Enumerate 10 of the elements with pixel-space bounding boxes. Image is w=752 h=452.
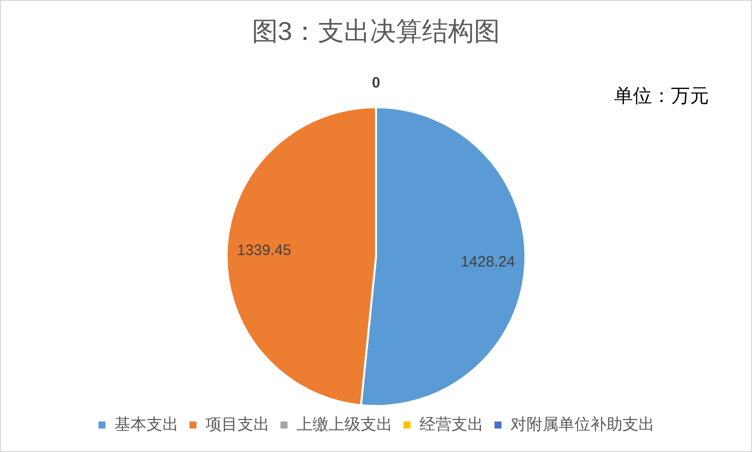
legend-label: 项目支出: [206, 415, 270, 434]
text: 单位：万元: [614, 86, 709, 108]
legend-label: 经营支出: [420, 415, 484, 434]
chart-title: 图3：支出决算结构图: [252, 16, 500, 46]
data-label: 1339.45: [236, 242, 292, 260]
legend-label: 上缴上级支出: [296, 415, 392, 434]
legend-label: 基本支出: [114, 415, 178, 434]
data-label: 1428.24: [460, 253, 516, 270]
text: 0: [372, 74, 380, 92]
legend-label: 对附属单位补助支出: [510, 415, 654, 434]
